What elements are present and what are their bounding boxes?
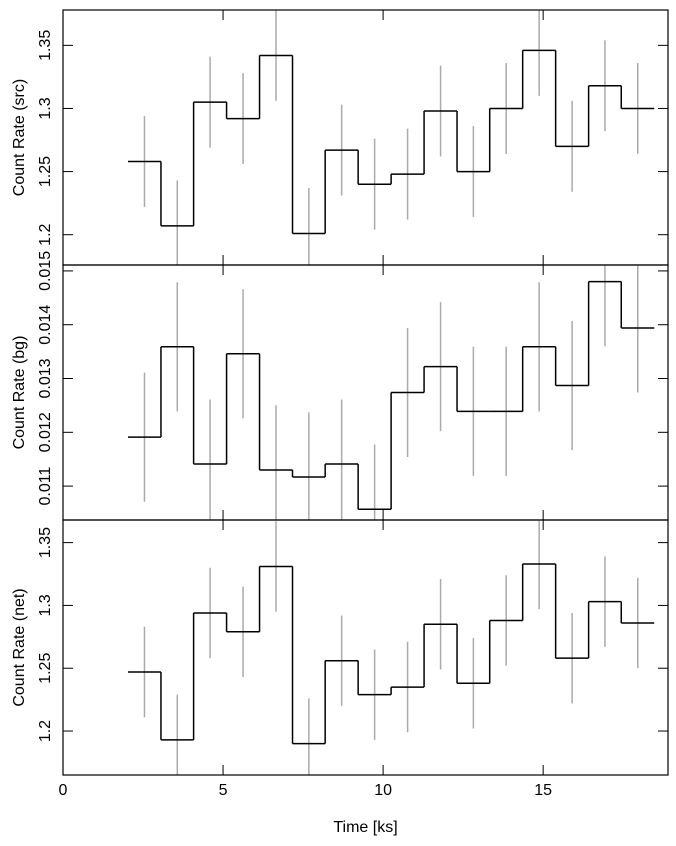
y-tick-label: 1.35	[37, 527, 54, 558]
y-tick-label: 1.25	[37, 156, 54, 187]
x-tick-label: 10	[374, 782, 392, 799]
plot-area	[127, 520, 655, 775]
y-tick-label: 1.3	[37, 97, 54, 119]
x-axis-label: Time [ks]	[333, 819, 397, 836]
frame	[62, 264, 669, 521]
y-tick-label: 1.2	[37, 223, 54, 245]
plot-area	[127, 265, 655, 520]
y-tick-label: 1.2	[37, 720, 54, 742]
plot-area	[127, 10, 655, 265]
x-tick-label: 15	[534, 782, 552, 799]
y-tick-label: 1.35	[37, 30, 54, 61]
frame	[62, 519, 669, 776]
y-axis-label: Count Rate (bg)	[11, 336, 28, 450]
y-axis-label: Count Rate (src)	[11, 79, 28, 196]
y-tick-label: 0.013	[37, 358, 54, 398]
y-tick-label: 0.015	[37, 251, 54, 291]
x-tick-label: 5	[219, 782, 228, 799]
y-tick-label: 0.014	[37, 305, 54, 345]
x-tick-label: 0	[59, 782, 68, 799]
y-axis-label: Count Rate (net)	[11, 588, 28, 706]
y-tick-label: 0.011	[37, 467, 54, 506]
y-tick-label: 0.012	[37, 412, 54, 452]
frame	[62, 9, 669, 266]
y-tick-label: 1.3	[37, 594, 54, 616]
y-tick-label: 1.25	[37, 653, 54, 684]
